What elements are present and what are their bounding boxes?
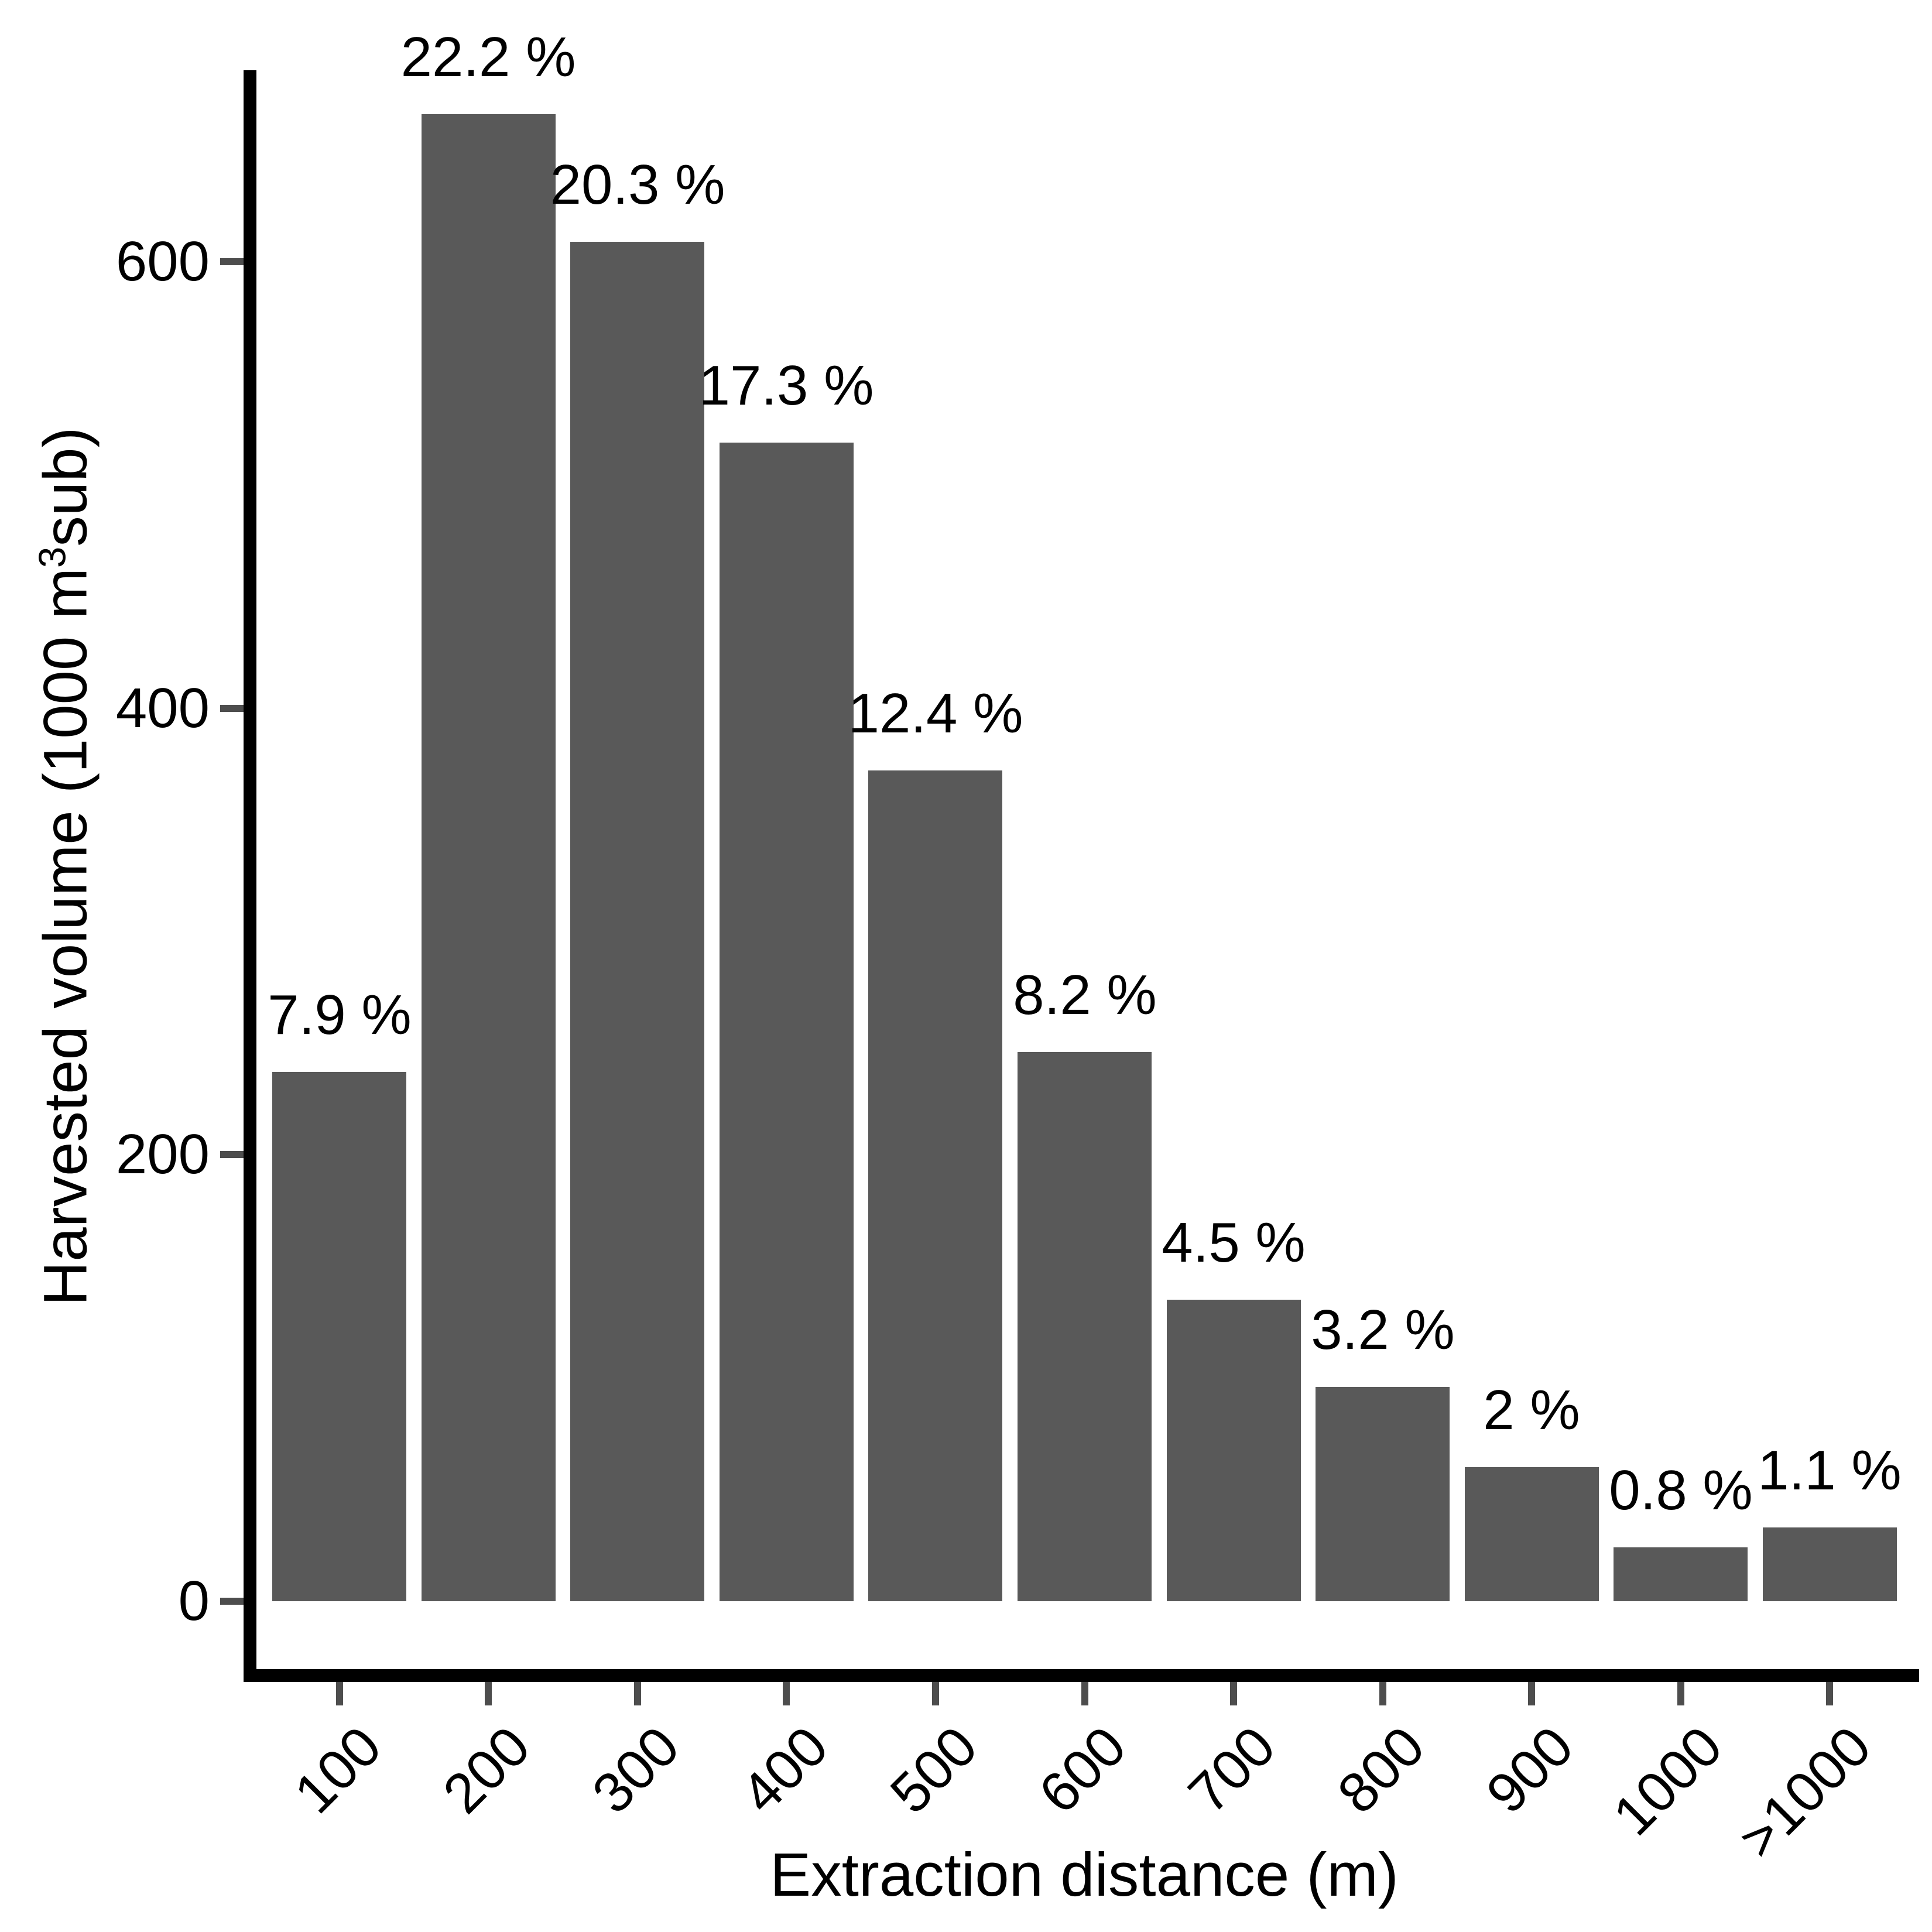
x-tick [1230, 1682, 1237, 1705]
y-axis-title-text-suffix: sub) [31, 427, 100, 547]
x-tick-label: 300 [580, 1714, 691, 1825]
bar-value-label: 8.2 % [1013, 964, 1157, 1026]
x-tick-label: 1000 [1601, 1714, 1735, 1848]
bar-value-label: 7.9 % [268, 984, 412, 1046]
y-tick-label: 600 [115, 230, 210, 293]
x-tick [932, 1682, 939, 1705]
x-tick [1081, 1682, 1088, 1705]
bar-value-label: 1.1 % [1758, 1439, 1902, 1502]
bar [1614, 1547, 1748, 1601]
bar-value-label: 20.3 % [550, 153, 725, 216]
bar [1465, 1467, 1599, 1601]
y-axis-title-text: Harvested volume (1000 m [31, 567, 100, 1306]
y-tick [220, 704, 244, 712]
bar [570, 242, 704, 1601]
x-tick-label: 900 [1474, 1714, 1585, 1825]
bar-value-label: 22.2 % [400, 26, 576, 88]
bar [422, 114, 556, 1601]
y-tick [220, 258, 244, 265]
x-axis-title: Extraction distance (m) [770, 1841, 1399, 1909]
x-axis-line [244, 1669, 1919, 1682]
bar [720, 443, 854, 1601]
bar [868, 770, 1002, 1601]
bar [1316, 1387, 1450, 1601]
y-axis-line [244, 70, 256, 1682]
bar-value-label: 2 % [1483, 1379, 1580, 1441]
x-tick [1677, 1682, 1684, 1705]
bar-value-label: 17.3 % [698, 354, 874, 417]
x-tick-label: 100 [282, 1714, 393, 1825]
bar-value-label: 3.2 % [1311, 1299, 1455, 1361]
bar-value-label: 4.5 % [1162, 1211, 1306, 1274]
y-tick-label: 0 [178, 1570, 210, 1632]
x-tick [634, 1682, 641, 1705]
y-tick [220, 1598, 244, 1605]
x-tick-label: >1000 [1727, 1714, 1883, 1871]
x-tick [336, 1682, 343, 1705]
x-tick [1379, 1682, 1386, 1705]
x-tick [1528, 1682, 1535, 1705]
y-tick-label: 400 [115, 676, 210, 739]
bar [272, 1072, 406, 1601]
x-tick-label: 600 [1027, 1714, 1138, 1825]
y-axis-title-superscript: 3 [30, 546, 74, 568]
bar [1763, 1527, 1897, 1601]
bar [1167, 1300, 1301, 1601]
y-axis-title: Harvested volume (1000 m3sub) [31, 427, 100, 1306]
bar-value-label: 12.4 % [848, 682, 1023, 745]
x-tick-label: 500 [878, 1714, 989, 1825]
bar [1018, 1052, 1152, 1601]
x-tick-label: 200 [431, 1714, 542, 1825]
y-tick-label: 200 [115, 1123, 210, 1186]
x-tick [1826, 1682, 1833, 1705]
bar-value-label: 0.8 % [1609, 1459, 1753, 1522]
y-tick [220, 1151, 244, 1159]
x-tick [783, 1682, 790, 1705]
x-tick-label: 700 [1176, 1714, 1287, 1825]
x-tick [485, 1682, 492, 1705]
x-tick-label: 800 [1325, 1714, 1437, 1825]
x-tick-label: 400 [729, 1714, 840, 1825]
